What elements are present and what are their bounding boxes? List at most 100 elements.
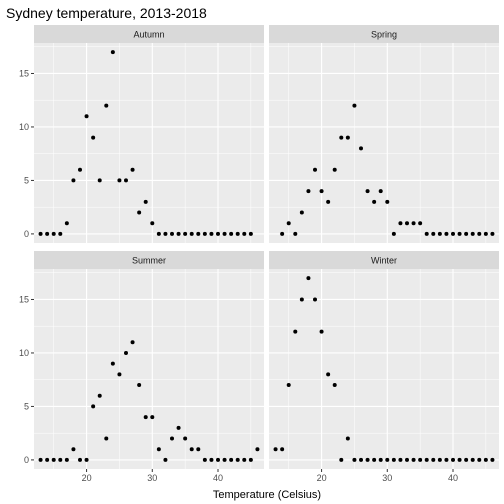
facet-label-winter: Winter [371,256,397,266]
data-point [385,457,390,462]
data-point [196,231,201,236]
data-point [189,231,194,236]
facet-label-autumn: Autumn [133,30,164,40]
data-point [299,297,304,302]
data-point [71,447,76,452]
data-point [385,199,390,204]
data-point [130,340,135,345]
data-point [143,415,148,420]
data-point [457,457,462,462]
data-point [411,457,416,462]
data-point [345,135,350,140]
data-point [137,210,142,215]
data-point [255,447,260,452]
y-tick-label: 15 [19,68,29,78]
data-point [110,50,115,55]
data-point [326,372,331,377]
y-tick-label: 10 [19,122,29,132]
data-point [339,457,344,462]
data-point [51,231,56,236]
data-point [176,231,181,236]
data-point [286,221,291,226]
facet-strip-summer [34,251,264,269]
facet-label-summer: Summer [132,256,166,266]
data-point [490,457,495,462]
x-tick-label: 30 [382,473,392,483]
data-point [110,361,115,366]
data-point [222,457,227,462]
data-point [313,297,317,302]
data-point [286,383,291,388]
data-point [58,231,63,236]
data-point [477,231,482,236]
data-point [365,457,370,462]
data-point [183,436,188,441]
data-point [64,221,69,226]
data-point [235,457,240,462]
data-point [117,372,122,377]
data-point [78,457,82,462]
x-axis-title: Temperature (Celsius) [213,489,321,501]
data-point [326,199,331,204]
data-point [424,457,429,462]
panel-background-autumn [34,43,264,243]
data-point [372,199,377,204]
facet-label-spring: Spring [371,30,397,40]
data-point [156,231,161,236]
data-point [391,457,396,462]
x-tick-label: 40 [448,473,458,483]
data-point [58,457,63,462]
data-point [398,457,403,462]
data-point [457,231,462,236]
data-point [209,457,214,462]
data-point [483,231,488,236]
data-point [464,457,469,462]
data-point [418,457,423,462]
data-point [365,189,370,194]
data-point [38,231,43,236]
data-point [242,231,247,236]
data-point [378,189,383,194]
data-point [97,178,102,183]
data-point [405,221,409,226]
data-point [229,457,234,462]
data-point [189,447,194,452]
data-point [248,457,253,462]
data-point [280,447,285,452]
data-point [306,189,311,194]
data-point [45,231,50,236]
data-point [464,231,469,236]
data-point [117,178,122,183]
data-point [78,167,82,172]
data-point [216,457,220,462]
facet-strip-spring [269,25,499,43]
panel-background-spring [269,43,499,243]
data-point [431,231,436,236]
data-point [319,329,324,334]
data-point [431,457,436,462]
data-point [222,231,227,236]
data-point [242,457,247,462]
y-tick-label: 0 [24,229,29,239]
data-point [470,457,475,462]
data-point [332,383,337,388]
data-point [196,447,201,452]
data-point [359,457,363,462]
data-point [38,457,43,462]
data-point [352,103,357,108]
data-point [444,231,449,236]
data-point [229,231,234,236]
data-point [444,457,449,462]
data-point [339,135,344,140]
data-point [398,221,403,226]
data-point [418,221,423,226]
data-point [64,457,69,462]
data-point [313,167,317,172]
data-point [273,447,278,452]
data-point [378,457,383,462]
data-point [437,457,442,462]
data-point [202,457,207,462]
data-point [209,231,214,236]
data-point [45,457,50,462]
